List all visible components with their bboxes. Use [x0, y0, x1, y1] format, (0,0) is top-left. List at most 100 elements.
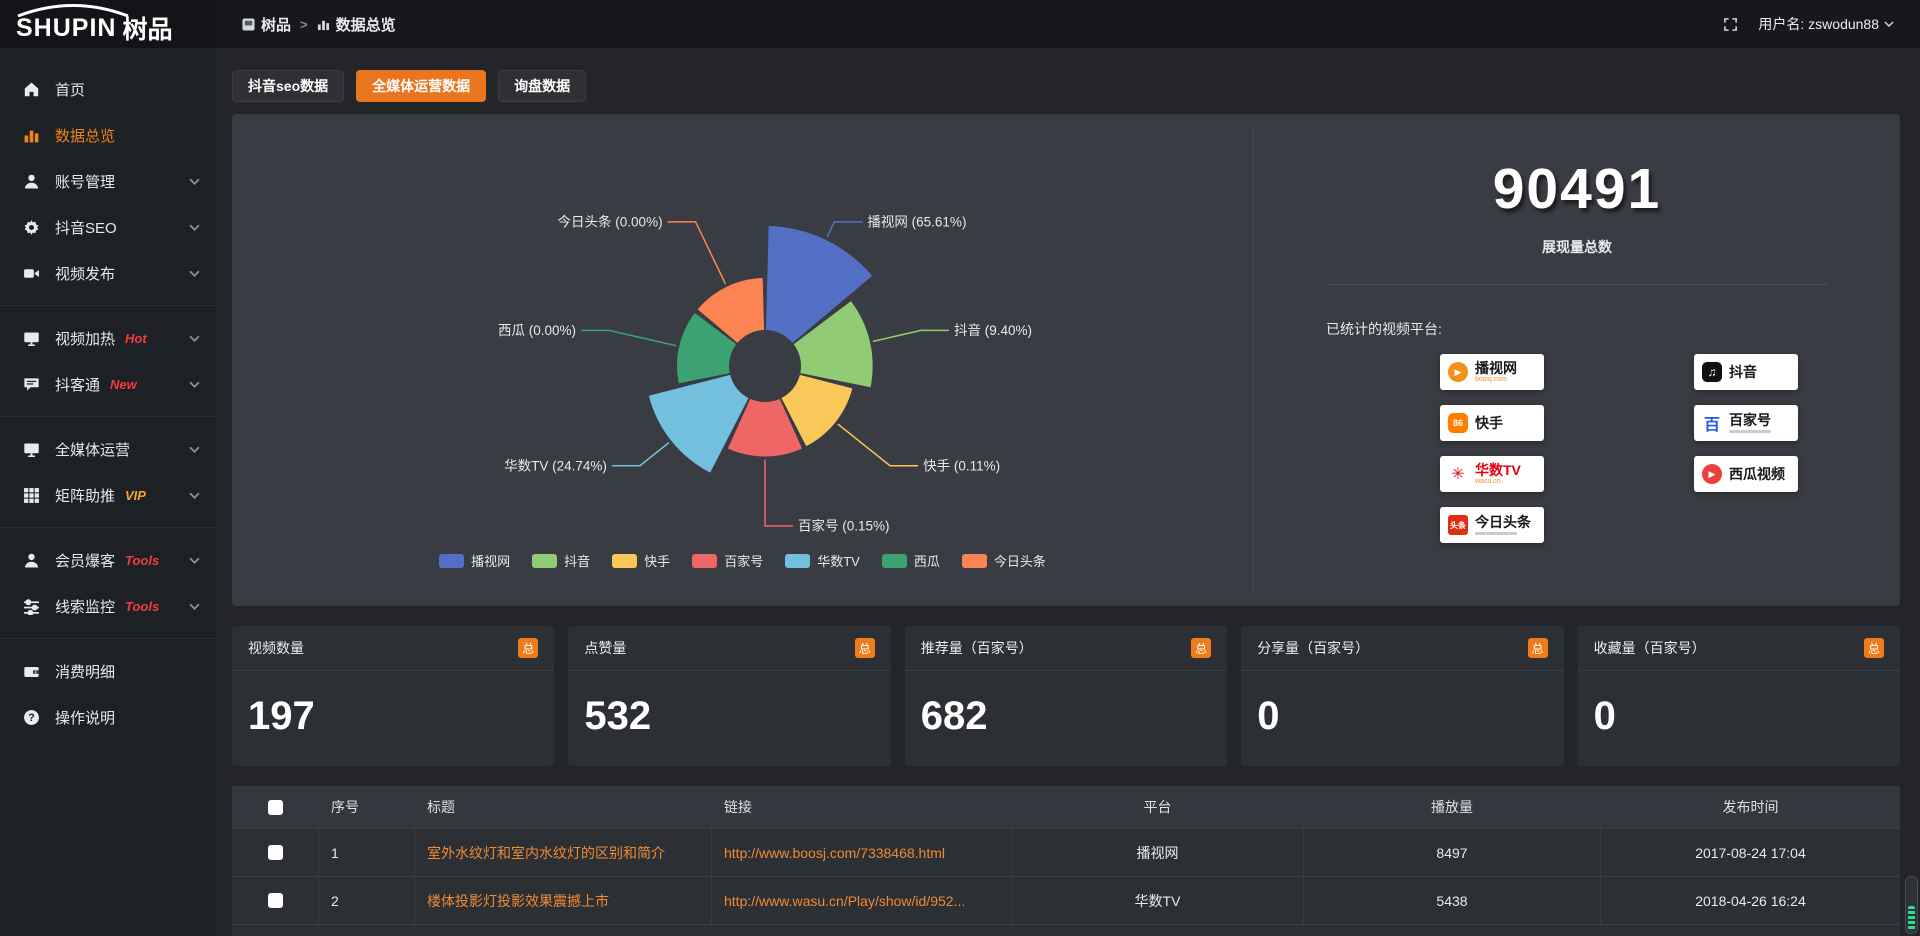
legend-item-西瓜[interactable]: 西瓜: [881, 551, 940, 570]
sidebar-item-label: 消费明细: [55, 663, 116, 681]
legend-swatch: [881, 553, 907, 568]
cell-checkbox: [232, 829, 319, 876]
pie-label-播视网: 播视网 (65.61%): [867, 214, 966, 229]
sidebar-menu: 首页 数据总览 账号管理 抖音SEO 视频发布 视频加热 Hot 抖客通 New 全媒体运营 矩阵助…: [0, 48, 216, 936]
sidebar-item-label: 抖音SEO: [55, 219, 117, 237]
sidebar-item-label: 矩阵助推: [55, 487, 116, 505]
tab-0[interactable]: 抖音seo数据: [232, 70, 345, 102]
video-url-link[interactable]: http://www.wasu.cn/Play/show/id/952...: [724, 892, 966, 909]
cell-platform: 播视网: [1012, 829, 1304, 876]
sidebar-item-badge: VIP: [125, 487, 146, 503]
sidebar-item-publish[interactable]: 视频发布: [0, 250, 216, 296]
platform-badge-kuaishou: 86 快手: [1440, 405, 1544, 441]
platform-subtext: wasu.cn: [1475, 477, 1501, 485]
stat-card-header: 分享量（百家号） 总: [1241, 626, 1564, 671]
breadcrumb-item-current[interactable]: 数据总览: [317, 14, 396, 35]
legend-swatch: [692, 553, 718, 568]
rose-chart: 播视网 (65.61%) 抖音 (9.40%) 快手 (0.11%) 百家号 (0.1…: [232, 114, 1253, 606]
scroll-widget[interactable]: [1905, 876, 1918, 934]
sidebar-item-label: 抖客通: [55, 376, 101, 394]
sidebar-item-media[interactable]: 全媒体运营: [0, 426, 216, 472]
total-badge: 总: [1527, 638, 1548, 658]
overview-panel: 播视网 (65.61%) 抖音 (9.40%) 快手 (0.11%) 百家号 (0.1…: [232, 114, 1900, 606]
stat-card-title: 点赞量: [584, 640, 627, 656]
platform-subtext-bar: [1729, 430, 1771, 434]
svg-text:?: ?: [28, 712, 34, 724]
sidebar-item-badge: Hot: [125, 330, 147, 346]
video-url-link[interactable]: http://www.boosj.com/7338468.html: [724, 844, 946, 861]
sidebar-item-douketong[interactable]: 抖客通 New: [0, 361, 216, 407]
stat-card-value: 0: [1257, 694, 1280, 738]
sidebar-item-clue[interactable]: 线索监控 Tools: [0, 583, 216, 629]
breadcrumb-item-root[interactable]: 树品: [242, 14, 291, 35]
pie-label-快手: 快手 (0.11%): [923, 458, 1000, 473]
video-title-link[interactable]: 楼体投影灯投影效果震撼上市: [427, 892, 609, 909]
sidebar-item-douyin-seo[interactable]: 抖音SEO: [0, 204, 216, 250]
legend-item-华数TV[interactable]: 华数TV: [785, 551, 860, 570]
chart-legend: 播视网 抖音 快手 百家号 华数TV 西瓜 今日头条: [232, 551, 1253, 570]
sidebar-item-home[interactable]: 首页: [0, 66, 216, 112]
tab-1[interactable]: 全媒体运营数据: [356, 70, 487, 102]
user-icon: [22, 173, 41, 190]
cell-checkbox: [232, 877, 319, 924]
cell-no: 2: [319, 877, 415, 924]
stat-card-header: 点赞量 总: [568, 626, 891, 671]
select-all-checkbox[interactable]: [267, 799, 283, 815]
douyin-logo-icon: ♫: [1702, 362, 1722, 382]
panel-divider: [1253, 128, 1254, 592]
pie-label-line: [611, 442, 670, 467]
pie-slice-西瓜[interactable]: [677, 312, 737, 384]
tab-2[interactable]: 询盘数据: [498, 70, 587, 102]
sidebar-item-member[interactable]: 会员爆客 Tools: [0, 537, 216, 583]
row-checkbox[interactable]: [267, 845, 283, 860]
tab-bar: 抖音seo数据 全媒体运营数据 询盘数据: [232, 70, 1900, 102]
monitor-icon: [22, 441, 41, 458]
pie-slice-百家号[interactable]: [727, 398, 803, 457]
sidebar-divider: [0, 638, 216, 639]
sidebar-item-account[interactable]: 账号管理: [0, 158, 216, 204]
platform-name: 西瓜视频: [1729, 465, 1785, 482]
user-menu[interactable]: 用户名: zswodun88: [1758, 14, 1894, 34]
row-checkbox[interactable]: [267, 893, 283, 908]
pie-slice-今日头条[interactable]: [697, 278, 765, 343]
stat-card-title: 推荐量（百家号）: [920, 640, 1033, 656]
platforms-label: 已统计的视频平台:: [1326, 321, 1442, 337]
sidebar-item-consume[interactable]: 消费明细: [0, 648, 216, 694]
sidebar-item-overview[interactable]: 数据总览: [0, 112, 216, 158]
topbar: SHUPIN 树品 树品 > 数据总览 用户名: zswodun88: [0, 0, 1920, 48]
legend-item-播视网[interactable]: 播视网: [439, 551, 510, 570]
sidebar-item-heating[interactable]: 视频加热 Hot: [0, 315, 216, 361]
fullscreen-icon[interactable]: [1723, 17, 1738, 32]
chart-icon: [22, 127, 41, 144]
video-title-link[interactable]: 室外水纹灯和室内水纹灯的区别和简介: [427, 844, 665, 861]
legend-swatch: [961, 553, 987, 568]
xigua-logo-icon: ▶: [1702, 464, 1722, 484]
chevron-down-icon: [189, 178, 200, 185]
legend-item-快手[interactable]: 快手: [612, 551, 670, 570]
sidebar-item-help[interactable]: ? 操作说明: [0, 694, 216, 740]
stat-card-title: 收藏量（百家号）: [1593, 640, 1706, 656]
legend-item-今日头条[interactable]: 今日头条: [961, 551, 1046, 570]
stat-cards: 视频数量总 197 点赞量总 532 推荐量（百家号）总 682 分享量（百家号）总 0 收藏量…: [232, 626, 1900, 766]
toutiao-logo-icon: 头条: [1448, 515, 1468, 535]
stat-card-header: 视频数量 总: [232, 626, 555, 671]
stat-card-3: 分享量（百家号） 总 0: [1241, 626, 1564, 766]
pie-slice-播视网[interactable]: [765, 226, 873, 343]
cell-plays: 5438: [1304, 877, 1601, 924]
pie-label-line: [764, 459, 793, 527]
breadcrumb-label: 数据总览: [335, 16, 396, 34]
legend-item-抖音[interactable]: 抖音: [532, 551, 590, 570]
total-badge: 总: [1863, 638, 1884, 658]
legend-label: 百家号: [724, 554, 764, 569]
legend-item-百家号[interactable]: 百家号: [692, 551, 763, 570]
sidebar-item-matrix[interactable]: 矩阵助推 VIP: [0, 472, 216, 518]
logo-text-cn: 树品: [122, 16, 173, 44]
pie-label-line: [826, 221, 863, 238]
pie-slice-快手[interactable]: [781, 374, 853, 447]
stat-card-title: 分享量（百家号）: [1257, 640, 1370, 656]
pie-slice-抖音[interactable]: [793, 301, 873, 388]
pie-slice-华数TV[interactable]: [648, 374, 749, 473]
window-icon: [242, 17, 255, 31]
boosj-logo-icon: ▶: [1448, 362, 1468, 382]
header-cell-0: 序号: [319, 786, 415, 828]
